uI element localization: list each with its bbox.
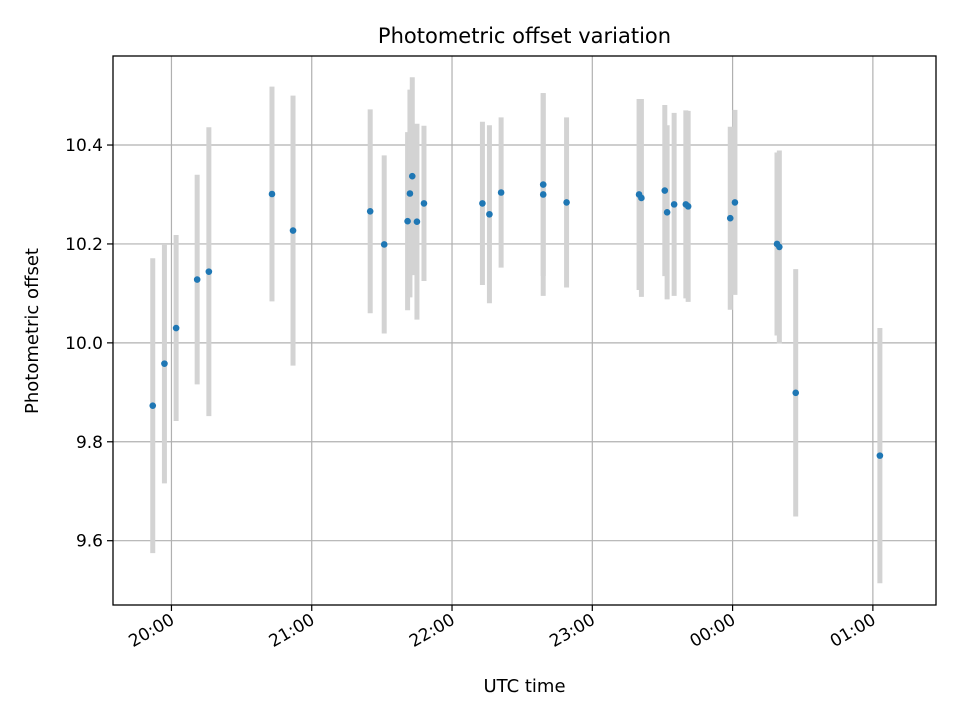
data-point	[486, 210, 493, 218]
data-point	[792, 389, 800, 397]
x-axis-label: UTC time	[483, 676, 565, 697]
data-point	[406, 190, 414, 197]
y-axis-label: Photometric offset	[22, 248, 43, 414]
y-tick-label: 10.2	[65, 235, 103, 255]
data-point	[539, 181, 547, 188]
data-point	[408, 172, 416, 180]
data-point	[670, 201, 678, 208]
data-point	[726, 214, 734, 222]
data-point	[420, 200, 428, 207]
data-point	[497, 189, 505, 196]
y-tick-label: 9.6	[76, 532, 103, 552]
data-point	[161, 360, 168, 367]
data-point	[193, 276, 201, 283]
data-point	[380, 241, 388, 248]
data-point	[205, 268, 213, 275]
y-tick-label: 9.8	[76, 433, 103, 453]
data-point	[876, 452, 884, 459]
y-tick-label: 10.0	[65, 334, 103, 354]
data-point	[268, 190, 276, 198]
markers	[149, 172, 884, 459]
data-point	[413, 218, 421, 225]
chart-title: Photometric offset variation	[378, 24, 671, 48]
data-point	[661, 187, 669, 194]
data-point	[289, 227, 297, 234]
data-point	[539, 191, 547, 198]
grid	[113, 56, 936, 605]
data-point	[479, 200, 486, 207]
data-point	[663, 208, 671, 216]
plot-frame	[112, 55, 937, 606]
data-point	[684, 203, 692, 210]
data-point	[776, 243, 783, 251]
data-point	[404, 217, 411, 225]
y-tick-label: 10.4	[65, 136, 103, 156]
data-point	[149, 402, 157, 409]
data-point	[172, 324, 180, 332]
data-point	[638, 194, 645, 202]
data-point	[731, 199, 739, 206]
data-point	[366, 208, 374, 215]
data-point	[563, 199, 570, 206]
